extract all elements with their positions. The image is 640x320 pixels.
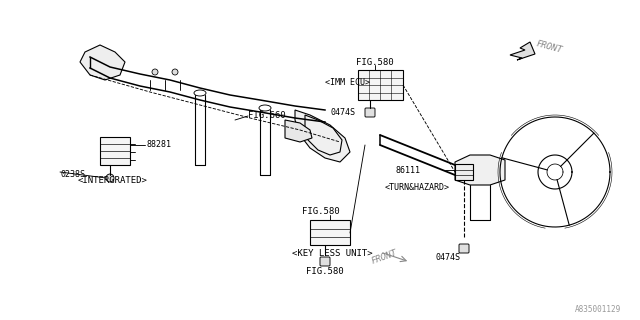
- Text: 88281: 88281: [146, 140, 171, 148]
- Text: <KEY LESS UNIT>: <KEY LESS UNIT>: [292, 249, 372, 258]
- Text: FIG.580: FIG.580: [356, 58, 394, 67]
- Text: 0238S: 0238S: [60, 170, 85, 179]
- Polygon shape: [455, 155, 505, 185]
- Text: A835001129: A835001129: [575, 306, 621, 315]
- Text: 0474S: 0474S: [435, 252, 460, 261]
- Circle shape: [172, 69, 178, 75]
- Bar: [310, 220, 350, 245]
- FancyBboxPatch shape: [320, 257, 330, 266]
- Text: <INTERGRATED>: <INTERGRATED>: [78, 175, 148, 185]
- Circle shape: [152, 69, 158, 75]
- Polygon shape: [295, 110, 350, 162]
- Text: 86111: 86111: [395, 165, 420, 174]
- Polygon shape: [510, 42, 535, 60]
- Polygon shape: [80, 45, 125, 80]
- Bar: [358, 70, 403, 100]
- Polygon shape: [455, 164, 473, 180]
- FancyBboxPatch shape: [459, 244, 469, 253]
- Text: FRONT: FRONT: [370, 248, 398, 266]
- Text: FIG.660: FIG.660: [248, 110, 285, 119]
- FancyBboxPatch shape: [365, 108, 375, 117]
- Text: FIG.580: FIG.580: [302, 207, 340, 217]
- Text: 0474S: 0474S: [330, 108, 355, 116]
- Text: FRONT: FRONT: [535, 39, 563, 55]
- Text: <IMM ECU>: <IMM ECU>: [325, 77, 370, 86]
- Polygon shape: [285, 120, 312, 142]
- Text: <TURN&HAZARD>: <TURN&HAZARD>: [385, 182, 450, 191]
- Circle shape: [106, 174, 114, 182]
- Text: FIG.580: FIG.580: [306, 268, 344, 276]
- Bar: [100, 137, 130, 165]
